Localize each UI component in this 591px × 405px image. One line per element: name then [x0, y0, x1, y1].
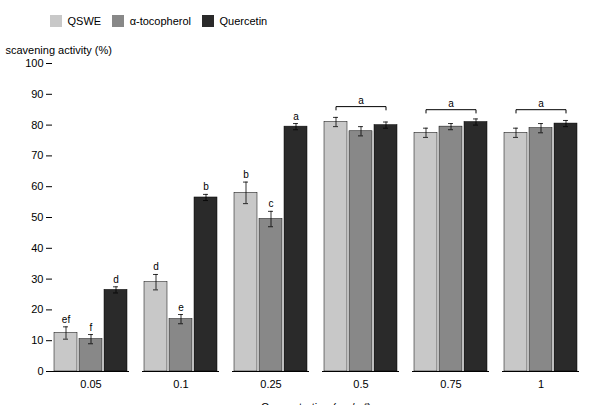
svg-text:0.25: 0.25	[260, 378, 281, 390]
svg-text:e: e	[178, 301, 184, 312]
svg-text:scavening activity (%): scavening activity (%)	[6, 44, 112, 56]
svg-text:c: c	[269, 198, 274, 209]
svg-text:0.5: 0.5	[353, 378, 368, 390]
svg-text:b: b	[203, 181, 209, 192]
svg-text:100: 100	[25, 57, 43, 69]
svg-text:0.05: 0.05	[80, 378, 101, 390]
html-text:QSWE: QSWE	[67, 14, 102, 27]
svg-text:f: f	[90, 321, 93, 332]
html-text:α-tocopherol: α-tocopherol	[129, 14, 191, 27]
svg-text:b: b	[243, 169, 249, 180]
svg-text:0: 0	[37, 365, 43, 377]
svg-text:a: a	[538, 97, 544, 108]
svg-text:ef: ef	[62, 313, 71, 324]
svg-text:a: a	[293, 110, 299, 121]
svg-text:30: 30	[31, 272, 43, 284]
svg-text:60: 60	[31, 180, 43, 192]
svg-text:20: 20	[31, 303, 43, 315]
svg-text:40: 40	[31, 241, 43, 253]
svg-text:50: 50	[31, 211, 43, 223]
svg-text:a: a	[448, 97, 454, 108]
html-text:Quercetin: Quercetin	[219, 14, 268, 27]
svg-text:d: d	[153, 261, 159, 272]
svg-text:90: 90	[31, 87, 43, 99]
svg-text:1: 1	[538, 378, 544, 390]
svg-text:d: d	[113, 273, 119, 284]
svg-text:80: 80	[31, 118, 43, 130]
svg-text:a: a	[358, 94, 364, 105]
svg-text:70: 70	[31, 149, 43, 161]
svg-text:0.75: 0.75	[440, 378, 461, 390]
svg-text:0.1: 0.1	[173, 378, 188, 390]
svg-text:10: 10	[31, 334, 43, 346]
svg-text:Concentration (mg/mℓ): Concentration (mg/mℓ)	[261, 400, 371, 405]
